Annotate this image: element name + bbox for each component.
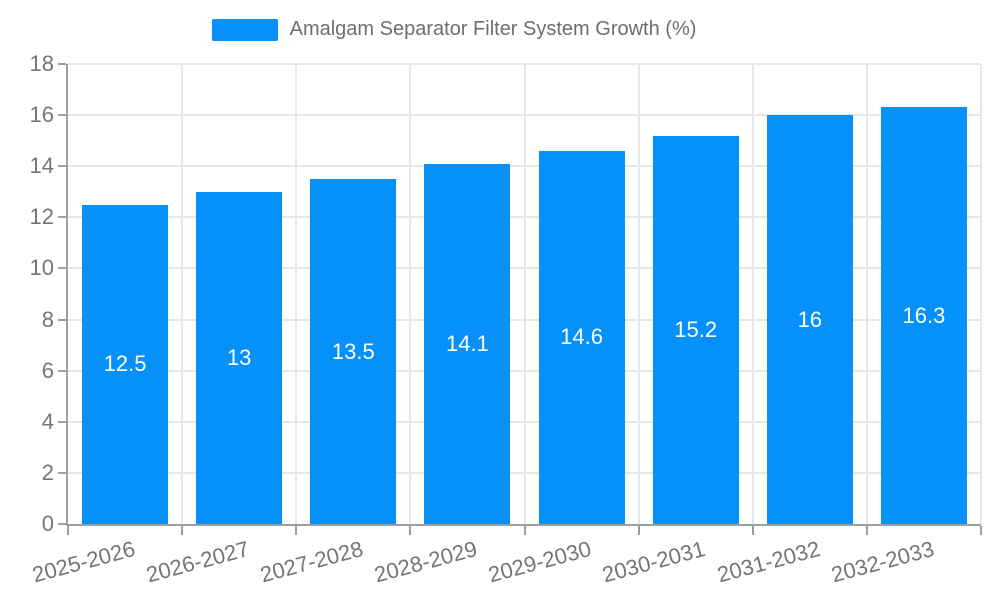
gridline-vertical	[409, 64, 412, 524]
bar[interactable]: 15.2	[652, 135, 739, 524]
gridline-vertical	[637, 64, 640, 524]
y-axis-tick	[58, 420, 66, 423]
y-axis-tick	[58, 369, 66, 372]
y-axis-label: 6	[41, 357, 54, 383]
gridline-vertical	[523, 64, 526, 524]
x-axis-label: 2031-2032	[714, 536, 823, 588]
x-axis-line	[66, 524, 981, 526]
bar[interactable]: 16.3	[880, 107, 967, 524]
x-axis-tick	[67, 526, 69, 535]
y-axis-tick	[58, 471, 66, 474]
bar[interactable]: 14.6	[538, 150, 625, 524]
gridline-vertical	[751, 64, 754, 524]
x-axis-label: 2030-2031	[600, 536, 709, 588]
y-axis-tick	[58, 523, 66, 525]
bar-value-label: 13.5	[331, 338, 375, 364]
x-axis-tick	[751, 526, 754, 535]
y-axis-label: 10	[29, 255, 54, 281]
x-axis-label: 2028-2029	[371, 536, 480, 588]
y-axis-tick	[58, 216, 66, 219]
x-axis-label: 2027-2028	[257, 536, 366, 588]
bar-value-label: 16	[797, 306, 823, 332]
gridline-vertical	[865, 64, 868, 524]
bar-value-label: 13	[226, 344, 252, 370]
x-axis-tick	[637, 526, 640, 535]
y-axis-label: 8	[41, 306, 54, 332]
gridline-vertical	[181, 64, 184, 524]
bar-value-label: 14.6	[560, 324, 603, 350]
y-axis-tick	[58, 63, 66, 65]
y-axis-label: 14	[29, 153, 54, 179]
x-axis-tick	[523, 526, 526, 535]
y-axis-label: 2	[41, 459, 54, 485]
gridline-vertical	[980, 64, 982, 524]
x-axis-label: 2029-2030	[485, 536, 595, 588]
x-axis-tick	[980, 526, 982, 535]
y-axis-label: 16	[29, 102, 54, 128]
y-axis-tick	[58, 267, 66, 270]
y-axis-tick	[58, 165, 66, 168]
legend-swatch	[211, 18, 278, 41]
y-axis-label: 12	[29, 204, 54, 230]
bar-value-label: 14.1	[446, 330, 489, 356]
y-axis-label: 0	[41, 511, 54, 536]
x-axis-tick	[865, 526, 868, 535]
bar[interactable]: 12.5	[82, 204, 169, 524]
x-axis-label: 2026-2027	[143, 536, 252, 588]
legend-label: Amalgam Separator Filter System Growth (…	[289, 18, 697, 40]
x-axis-tick	[409, 526, 412, 535]
x-axis-tick	[181, 526, 184, 535]
legend: Amalgam Separator Filter System Growth (…	[0, 18, 954, 41]
bar[interactable]: 13	[196, 191, 283, 524]
bar-value-label: 16.3	[902, 302, 946, 328]
x-axis-label: 2032-2033	[828, 536, 937, 588]
bar-value-label: 15.2	[674, 316, 718, 342]
bar[interactable]: 16	[766, 115, 853, 524]
y-axis-label: 4	[41, 408, 54, 434]
bar[interactable]: 13.5	[310, 179, 397, 524]
x-axis-tick	[295, 526, 298, 535]
bar[interactable]: 14.1	[424, 163, 511, 524]
plot-area: 12.5 13 13.5 14.1 14.6 15.2 16 16.3	[58, 63, 982, 535]
y-axis-label: 18	[29, 51, 54, 76]
legend-item[interactable]: Amalgam Separator Filter System Growth (…	[211, 18, 697, 41]
y-axis-line	[66, 64, 68, 524]
y-axis-tick	[58, 114, 66, 117]
x-axis-label: 2025-2026	[29, 536, 138, 588]
bar-value-label: 12.5	[103, 351, 147, 377]
gridline-vertical	[295, 64, 298, 524]
y-axis-tick	[58, 318, 66, 321]
